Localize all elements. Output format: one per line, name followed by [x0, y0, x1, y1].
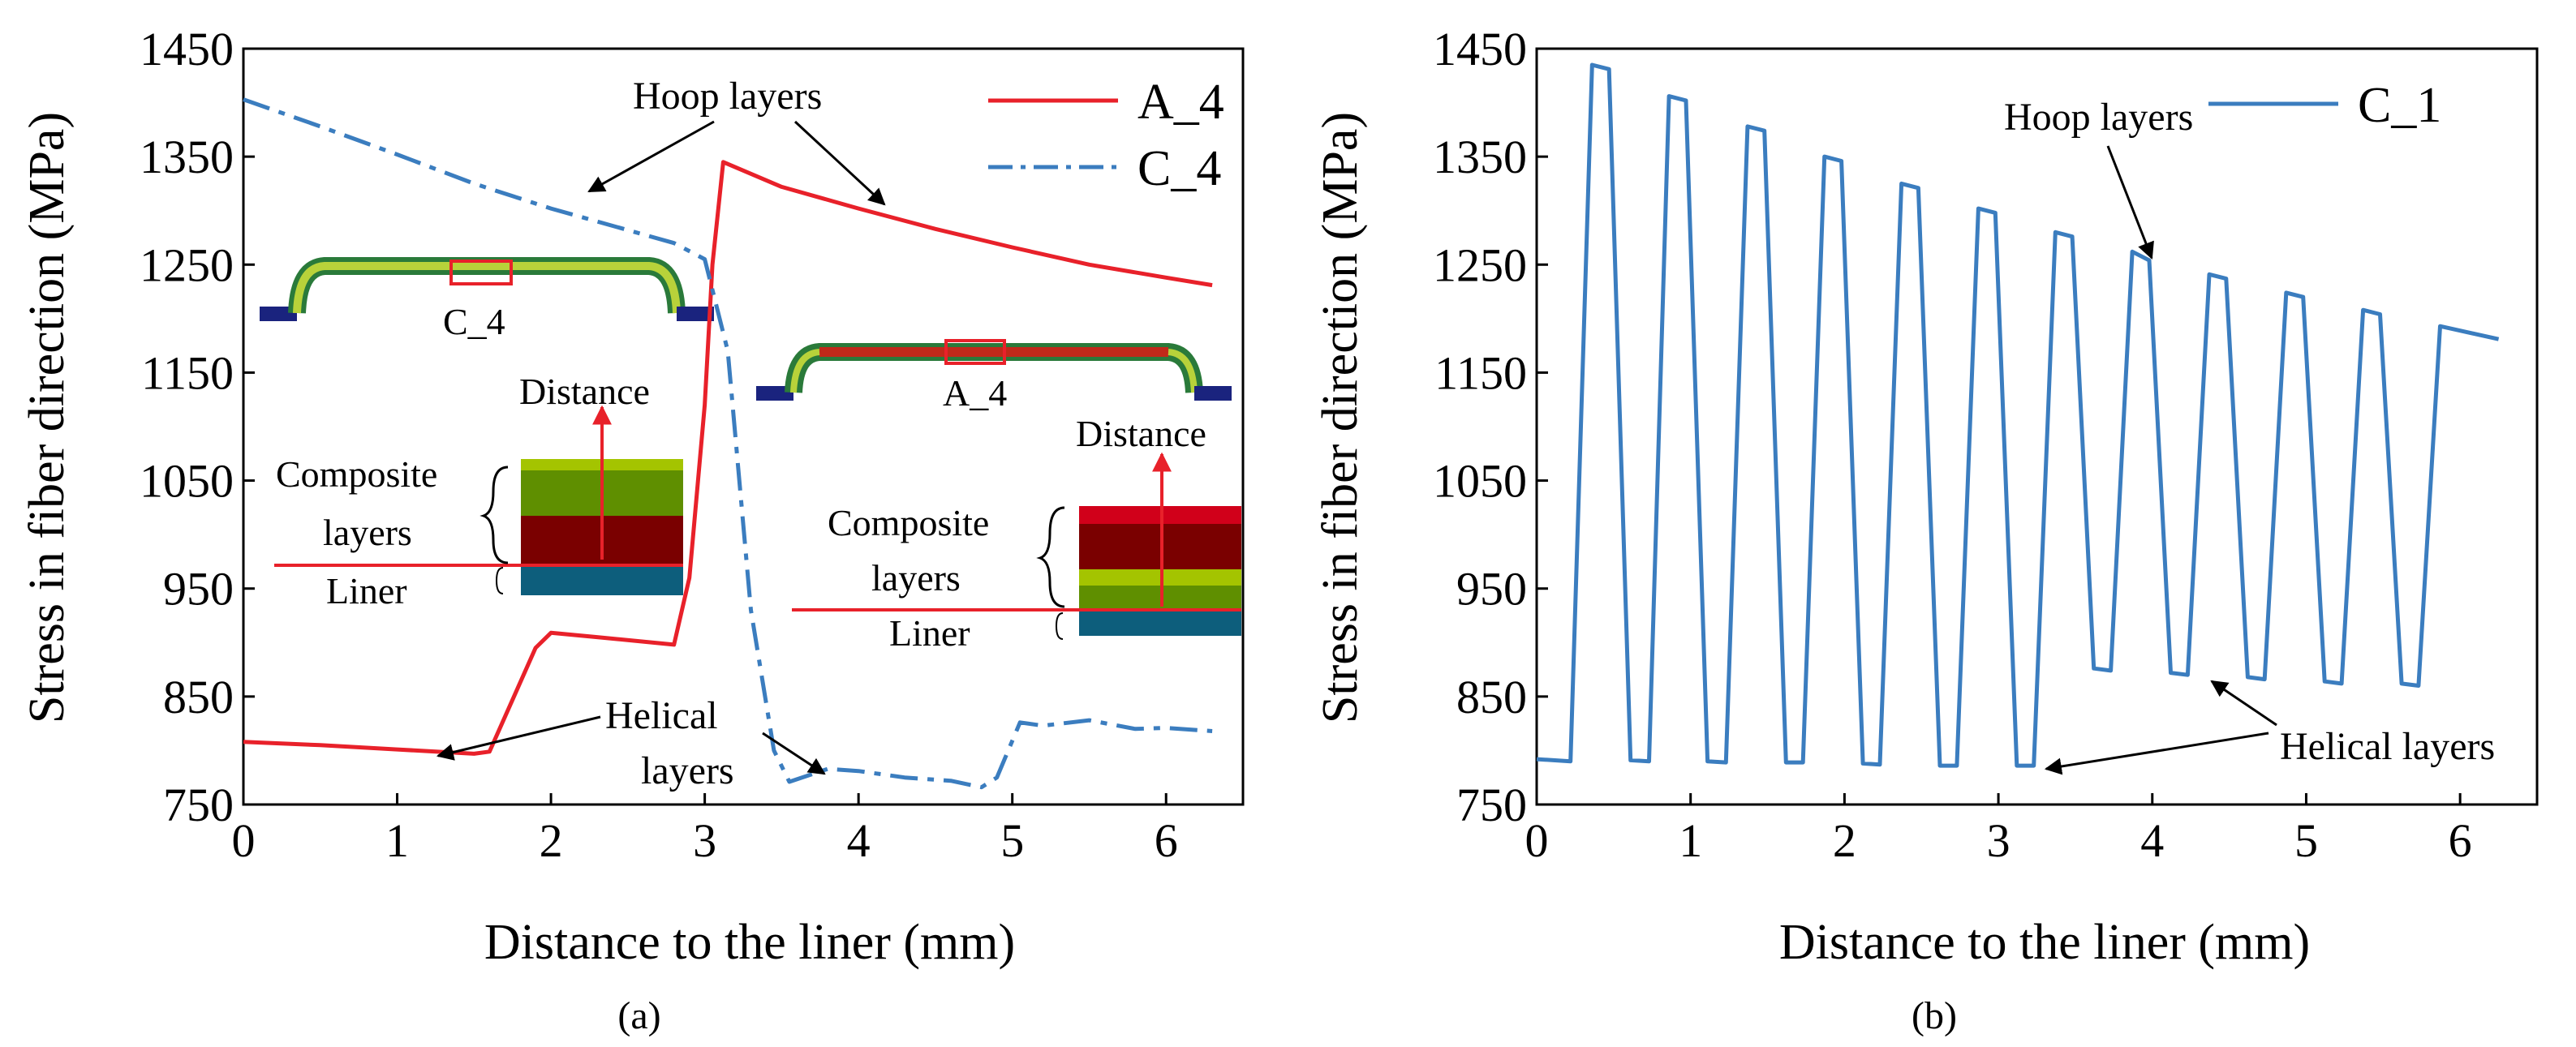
annotation-helical-layers-b: Helical layers	[2280, 725, 2495, 768]
inset-composite-left: Composite	[276, 453, 437, 495]
legend-a: A_4 C_4	[988, 75, 1224, 196]
panel-a-annotations: Hoop layers Helical layers	[436, 75, 886, 792]
inset-layers-left-label: layers	[323, 512, 412, 553]
panel-a-axes: 0 1 2 3 4 5 6 750 850 950 1050 1150 1250 1350 1450	[140, 23, 1245, 867]
x-tick-label-a-6: 6	[1155, 814, 1178, 867]
y-tick-label-b-6: 1350	[1433, 131, 1527, 183]
y-tick-label-a-4: 1150	[141, 346, 234, 399]
y-tick-label-a-0: 750	[163, 779, 234, 831]
panel-a-ylabel: Stress in fiber direction (MPa)	[19, 112, 75, 723]
y-tick-label-b-2: 950	[1456, 563, 1527, 616]
x-tick-label-b-4: 4	[2140, 814, 2164, 867]
annotation-helical-a-line1: Helical	[605, 694, 718, 737]
panel-b-axes: 0 1 2 3 4 5 6 750 850 950 1050 1150 1250 1350 1450	[1433, 23, 2539, 867]
x-tick-label-a-5: 5	[1000, 814, 1024, 867]
y-tick-label-a-5: 1250	[140, 238, 234, 291]
legend-c4-label: C_4	[1137, 141, 1221, 196]
inset-c4-label: C_4	[443, 301, 505, 342]
plot-frame-b	[1535, 47, 2539, 806]
inset-layers-left: Distance Composite layers Liner	[274, 371, 683, 611]
y-tick-label-b-7: 1450	[1433, 23, 1527, 75]
inset-liner-right: Liner	[889, 612, 970, 654]
inset-distance-right: Distance	[1076, 413, 1206, 454]
panel-b-xlabel: Distance to the liner (mm)	[1779, 915, 2310, 970]
panel-b-ylabel: Stress in fiber direction (MPa)	[1313, 112, 1368, 723]
inset-liner-left: Liner	[326, 570, 407, 611]
x-tick-label-a-2: 2	[540, 814, 563, 867]
annotation-hoop-layers-b: Hoop layers	[2004, 96, 2193, 139]
inset-a4-label: A_4	[943, 372, 1007, 414]
panel-b-label: (b)	[1912, 994, 1957, 1037]
legend-c1-label: C_1	[2358, 78, 2441, 133]
y-tick-label-b-5: 1250	[1433, 238, 1527, 291]
series-line-c-4	[243, 97, 1213, 790]
x-tick-label-a-1: 1	[385, 814, 409, 867]
y-tick-label-a-3: 1050	[140, 455, 234, 508]
y-tick-label-a-2: 950	[163, 563, 234, 616]
series-line-c-1	[1536, 62, 2500, 768]
y-tick-label-a-1: 850	[163, 671, 234, 723]
y-tick-label-a-7: 1450	[140, 23, 234, 75]
panel-a: 0 1 2 3 4 5 6 750 850 950 1050 1150 1250 1350 1450 C_4…	[19, 23, 1245, 1037]
inset-layers-right-label: layers	[871, 557, 961, 599]
series-line-a-4	[243, 160, 1213, 756]
panel-b: 0 1 2 3 4 5 6 750 850 950 1050 1150 1250 1350 1450 Hoo…	[1313, 23, 2539, 1037]
legend-a4-label: A_4	[1137, 75, 1224, 130]
panel-b-annotations: Hoop layers Helical layers	[2004, 96, 2495, 775]
x-tick-label-a-0: 0	[232, 814, 256, 867]
panel-b-series	[1536, 62, 2500, 768]
annotation-hoop-layers-a: Hoop layers	[633, 75, 822, 118]
inset-distance-left: Distance	[519, 371, 650, 412]
panel-a-series	[243, 97, 1213, 790]
y-tick-label-b-3: 1050	[1433, 455, 1527, 508]
legend-b: C_1	[2208, 78, 2441, 133]
y-tick-label-b-0: 750	[1456, 779, 1527, 831]
x-tick-label-b-1: 1	[1679, 814, 1702, 867]
x-tick-label-b-6: 6	[2449, 814, 2472, 867]
y-tick-label-b-4: 1150	[1434, 346, 1527, 399]
x-tick-label-a-3: 3	[693, 814, 716, 867]
x-tick-label-b-2: 2	[1833, 814, 1856, 867]
x-tick-label-b-5: 5	[2294, 814, 2318, 867]
x-tick-label-b-3: 3	[1987, 814, 2010, 867]
x-tick-label-a-4: 4	[847, 814, 871, 867]
panel-a-label: (a)	[617, 994, 660, 1037]
x-tick-label-b-0: 0	[1525, 814, 1549, 867]
panel-a-xlabel: Distance to the liner (mm)	[484, 915, 1015, 970]
inset-vessel-a4: A_4	[756, 339, 1232, 414]
inset-vessel-c4: C_4	[260, 257, 714, 342]
y-tick-label-a-6: 1350	[140, 131, 234, 183]
annotation-helical-a-line2: layers	[641, 749, 734, 792]
inset-layers-right: Distance Composite layers Liner	[792, 413, 1241, 654]
inset-composite-right: Composite	[828, 502, 989, 543]
plot-frame-a	[242, 47, 1245, 806]
y-tick-label-b-1: 850	[1456, 671, 1527, 723]
